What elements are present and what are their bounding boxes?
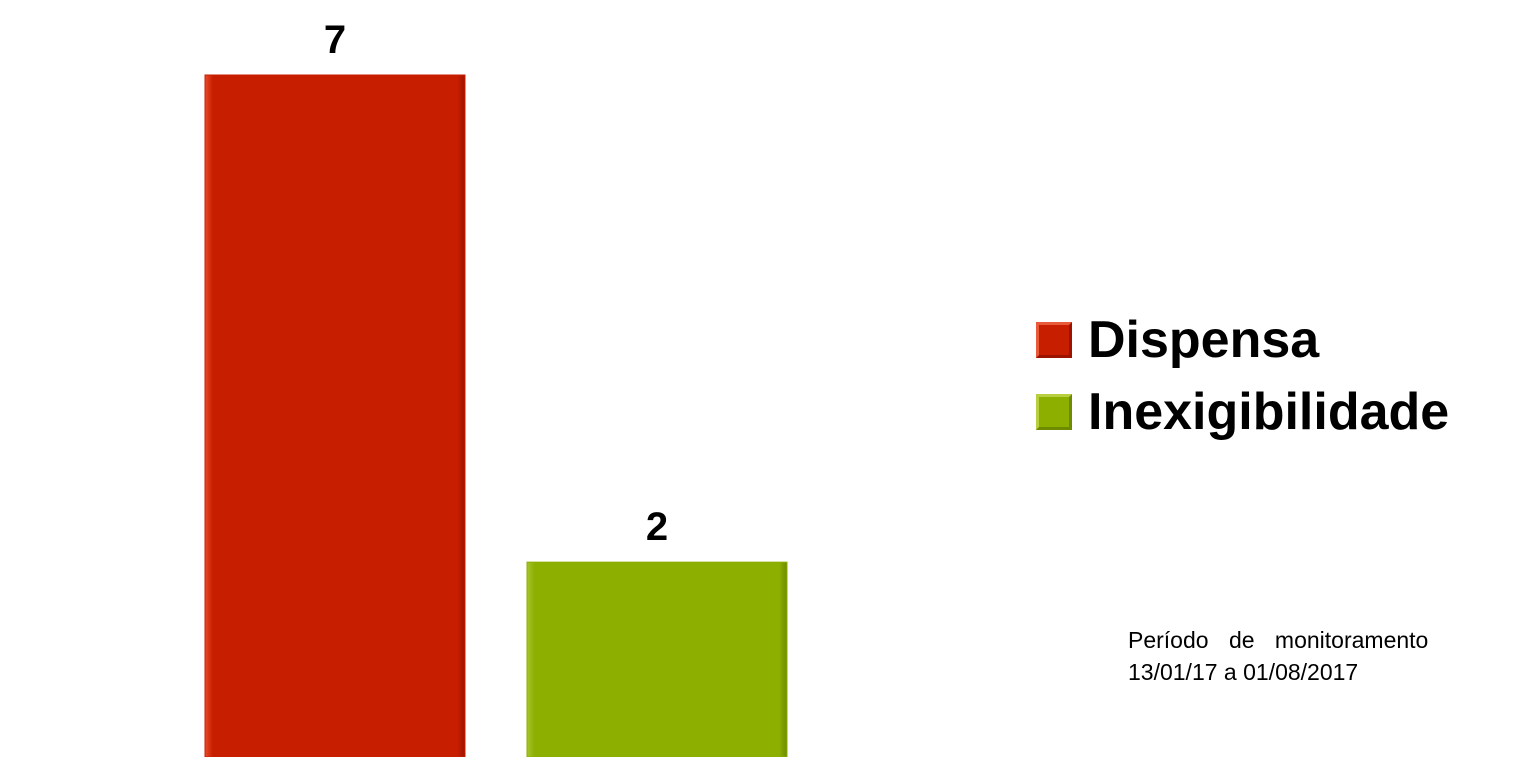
data-label-dispensa: 7 [324, 18, 346, 62]
legend-swatch-dispensa [1036, 322, 1072, 358]
monitoring-period-note: Período de monitoramento 13/01/17 a 01/0… [1128, 624, 1528, 688]
chart-legend: Dispensa Inexigibilidade [1036, 304, 1449, 448]
legend-item-inexigibilidade: Inexigibilidade [1036, 376, 1449, 448]
legend-item-dispensa: Dispensa [1036, 304, 1449, 376]
bar-inexigibilidade [526, 561, 788, 757]
legend-swatch-inexigibilidade [1036, 394, 1072, 430]
legend-label-inexigibilidade: Inexigibilidade [1088, 383, 1450, 441]
data-label-inexigibilidade: 2 [646, 505, 668, 549]
legend-label-dispensa: Dispensa [1088, 311, 1320, 369]
bar-dispensa [204, 74, 466, 757]
note-line-2: 13/01/17 a 01/08/2017 [1128, 659, 1359, 685]
note-line-1: Período de monitoramento [1128, 627, 1429, 653]
